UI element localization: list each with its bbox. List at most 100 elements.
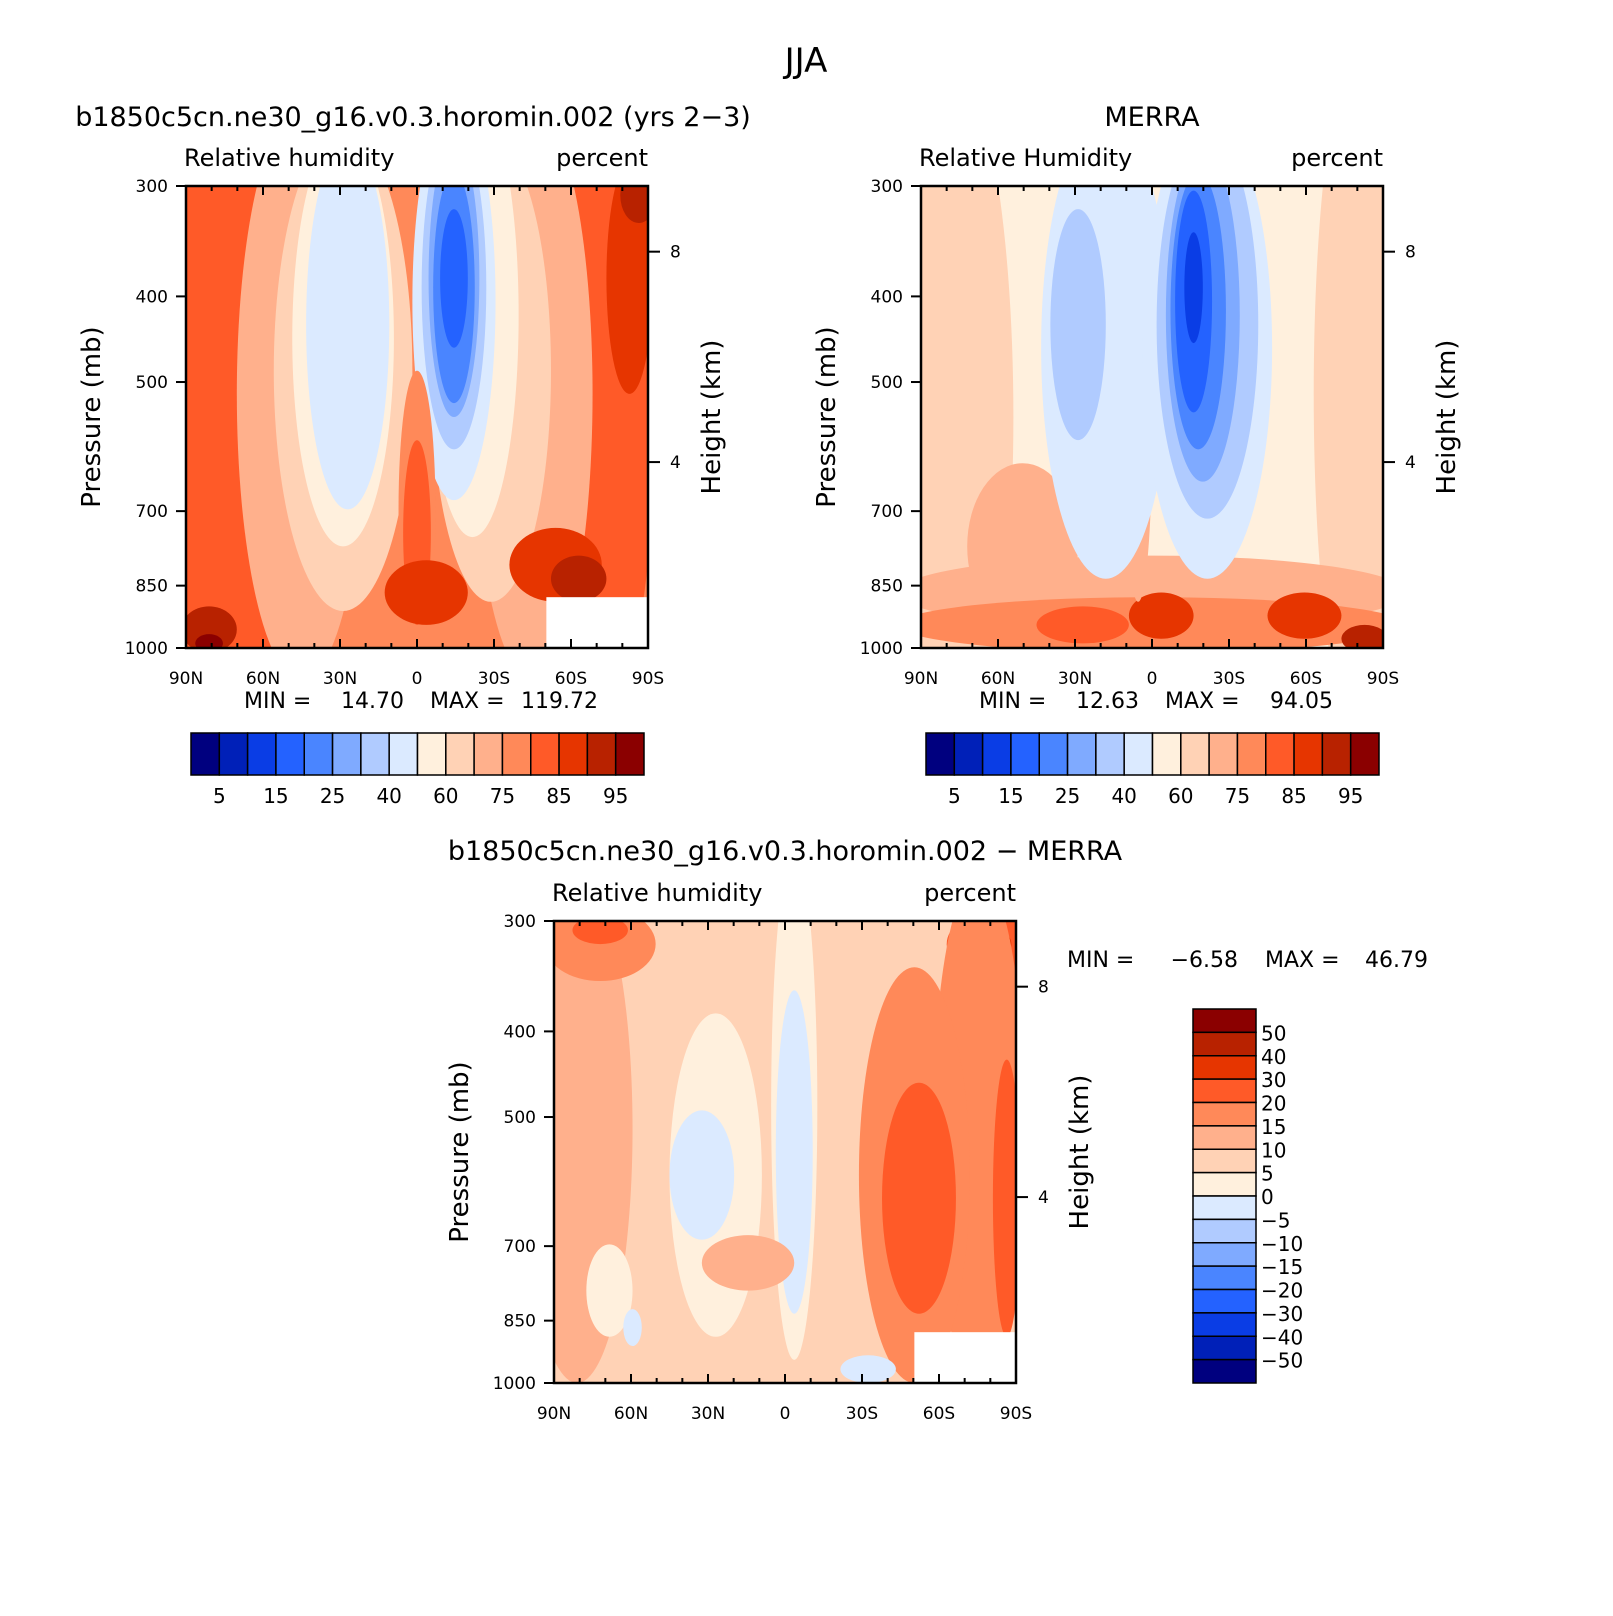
contour-fill [992, 1059, 1016, 1337]
colorbar-swatch [190, 732, 221, 776]
y2-axis-title: Height (km) [1065, 1075, 1095, 1230]
colorbar-swatch [1192, 1078, 1257, 1104]
panel-title: MERRA [1104, 102, 1200, 133]
contour-fill [384, 560, 468, 625]
colorbar-swatch [246, 732, 277, 776]
colorbar-swatch [1192, 1101, 1257, 1127]
contour-fill [572, 921, 628, 945]
panel-obs: MERRA Relative Humidity percent 90N 60N 30N 0 3… [812, 102, 1462, 808]
figure-title: JJA [783, 41, 828, 81]
variable-name: Relative Humidity [919, 144, 1132, 172]
colorbar-label: 60 [433, 784, 458, 808]
colorbar-label: 5 [213, 784, 226, 808]
y-tick-label: 850 [136, 577, 168, 597]
max-label: MAX = [430, 689, 505, 714]
colorbar-label: 20 [1261, 1092, 1286, 1116]
contour-fill [701, 1235, 795, 1291]
colorbar-swatch [586, 732, 617, 776]
x-tick-label: 90N [537, 1404, 571, 1424]
y-tick-label: 400 [136, 287, 168, 307]
panel-title: b1850c5cn.ne30_g16.v0.3.horomin.002 (yrs… [75, 102, 751, 133]
min-value: 14.70 [341, 689, 404, 714]
panel-model: b1850c5cn.ne30_g16.v0.3.horomin.002 (yrs… [75, 102, 751, 808]
colorbar-label: 0 [1261, 1185, 1274, 1209]
contour-fill [840, 1355, 896, 1383]
colorbar-swatch [1192, 1335, 1257, 1361]
colorbar-swatch [1208, 732, 1239, 776]
colorbar-swatch [558, 732, 589, 776]
colorbar-swatch [1192, 1312, 1257, 1337]
colorbar-label: 10 [1261, 1138, 1286, 1162]
colorbar-label: 85 [1281, 784, 1306, 808]
y-axis-title: Pressure (mb) [77, 326, 107, 507]
colorbar-swatch [303, 732, 334, 776]
colorbar-swatch [1236, 732, 1267, 776]
missing-data-mask [546, 597, 648, 648]
colorbar-label: 15 [998, 784, 1023, 808]
colorbar-swatch [953, 732, 984, 776]
max-label: MAX = [1165, 689, 1240, 714]
colorbar-swatch [1192, 1008, 1257, 1034]
y-tick-label: 400 [504, 1022, 536, 1042]
colorbar-swatch [501, 732, 532, 776]
colorbar-swatch [1192, 1055, 1257, 1080]
colorbar-swatch [614, 732, 645, 776]
colorbar-swatch [1038, 732, 1069, 776]
min-value: 12.63 [1076, 689, 1139, 714]
x-tick-label: 30S [1213, 669, 1245, 689]
y2-tick-label: 4 [670, 453, 681, 473]
x-tick-label: 60S [1290, 669, 1322, 689]
y-tick-label: 300 [136, 177, 168, 197]
y-axis-title: Pressure (mb) [445, 1061, 475, 1242]
colorbar-label: 5 [1261, 1162, 1274, 1186]
colorbar-label: −15 [1261, 1255, 1303, 1279]
colorbar-swatch [331, 732, 362, 776]
y-tick-label: 850 [871, 577, 903, 597]
x-tick-label: 30N [691, 1404, 725, 1424]
colorbar-label: 95 [603, 784, 628, 808]
contour-fill [775, 990, 813, 1314]
colorbar-swatch [1192, 1288, 1257, 1314]
colorbar-label: 75 [1225, 784, 1250, 808]
contour-fill [1341, 624, 1383, 648]
y2-tick-label: 4 [1038, 1188, 1049, 1208]
x-tick-label: 60N [614, 1404, 648, 1424]
colorbar-swatch [981, 732, 1012, 776]
colorbar-label: 75 [490, 784, 515, 808]
contour-fill [669, 1110, 735, 1240]
contour-fill [195, 634, 223, 648]
colorbar-swatch [1192, 1125, 1257, 1150]
contour-fill [586, 1244, 633, 1337]
y-tick-label: 700 [504, 1237, 536, 1257]
panel-title: b1850c5cn.ne30_g16.v0.3.horomin.002 − ME… [448, 836, 1123, 867]
colorbar-label: 85 [546, 784, 571, 808]
y-tick-label: 500 [136, 373, 168, 393]
contour-fill [623, 1309, 642, 1347]
missing-data-mask [914, 1332, 1016, 1383]
colorbar-label: −30 [1261, 1302, 1303, 1326]
colorbar-swatch [473, 732, 504, 776]
x-tick-label: 90N [169, 669, 203, 689]
colorbar-swatch [1151, 732, 1182, 776]
colorbar-label: 5 [948, 784, 961, 808]
max-value: 46.79 [1365, 948, 1428, 973]
max-value: 119.72 [521, 689, 598, 714]
x-tick-label: 90N [904, 669, 938, 689]
contour-fill [1036, 606, 1129, 644]
units-label: percent [556, 144, 648, 172]
colorbar-label: 60 [1168, 784, 1193, 808]
colorbar-label: −50 [1261, 1349, 1303, 1373]
colorbar-swatch [1192, 1148, 1257, 1174]
y-tick-label: 400 [871, 287, 903, 307]
y-tick-label: 500 [504, 1108, 536, 1128]
x-tick-label: 30S [478, 669, 510, 689]
contour-fill [306, 186, 390, 510]
x-tick-label: 60S [923, 1404, 955, 1424]
colorbar-label: −10 [1261, 1232, 1303, 1256]
colorbar-swatch [925, 732, 956, 776]
colorbar-label: 25 [1055, 784, 1080, 808]
y2-tick-label: 8 [670, 243, 681, 263]
y-tick-label: 300 [871, 177, 903, 197]
x-tick-label: 60N [246, 669, 280, 689]
colorbar-swatch [1192, 1031, 1257, 1057]
